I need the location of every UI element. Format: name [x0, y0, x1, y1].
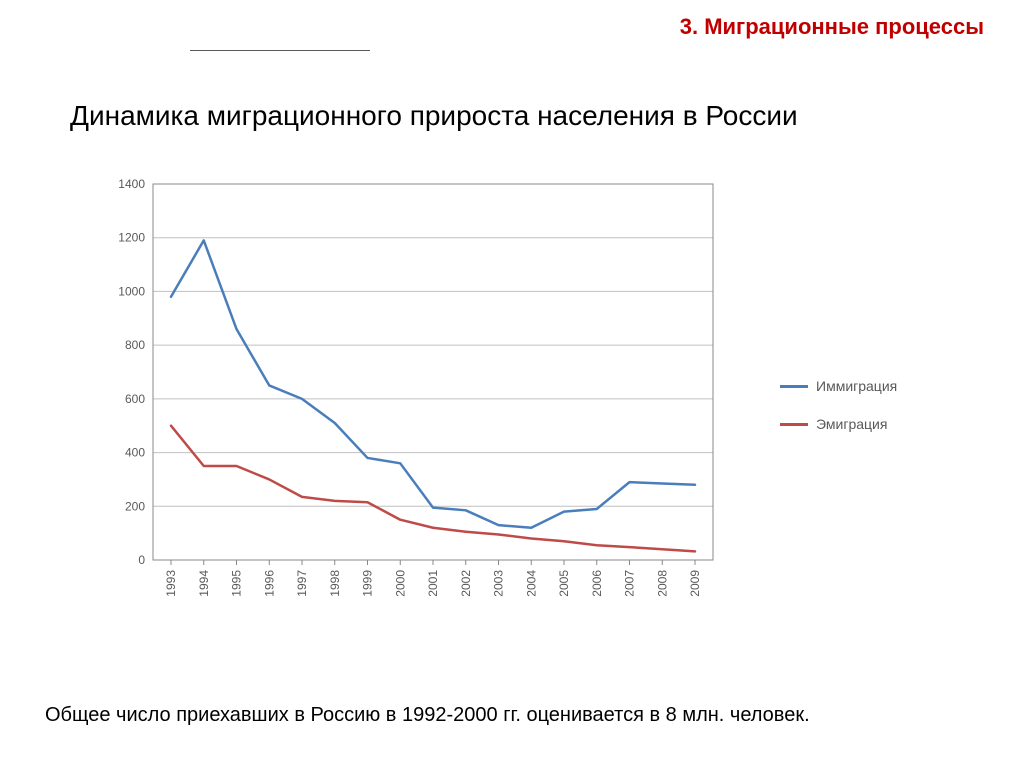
footnote: Общее число приехавших в Россию в 1992-2… [45, 704, 810, 727]
svg-text:1996: 1996 [262, 570, 276, 597]
svg-text:200: 200 [125, 499, 145, 513]
legend-label: Эмиграция [816, 416, 887, 432]
legend-swatch [780, 423, 808, 426]
svg-text:2009: 2009 [688, 570, 702, 597]
svg-text:2003: 2003 [492, 570, 506, 597]
svg-text:2004: 2004 [524, 570, 538, 597]
svg-text:2007: 2007 [623, 570, 637, 597]
svg-text:2006: 2006 [590, 570, 604, 597]
svg-text:2008: 2008 [655, 570, 669, 597]
chart-container: 0 200 400 600 800 1000 1200 1400 1993 1994 1995 199… [75, 170, 715, 635]
legend-label: Иммиграция [816, 378, 897, 394]
svg-text:0: 0 [138, 553, 145, 567]
svg-text:1400: 1400 [118, 177, 145, 191]
section-underline [190, 50, 370, 51]
chart-legend: Иммиграция Эмиграция [780, 378, 897, 454]
svg-text:800: 800 [125, 338, 145, 352]
svg-text:2001: 2001 [426, 570, 440, 597]
legend-swatch [780, 385, 808, 388]
svg-text:1999: 1999 [361, 570, 375, 597]
legend-item: Иммиграция [780, 378, 897, 394]
svg-text:2000: 2000 [393, 570, 407, 597]
svg-text:400: 400 [125, 446, 145, 460]
svg-text:2005: 2005 [557, 570, 571, 597]
line-chart: 0 200 400 600 800 1000 1200 1400 1993 1994 1995 199… [75, 170, 715, 630]
svg-text:1995: 1995 [230, 570, 244, 597]
svg-text:1994: 1994 [197, 570, 211, 597]
section-title: 3. Миграционные процессы [680, 14, 984, 40]
svg-text:1993: 1993 [164, 570, 178, 597]
svg-text:1997: 1997 [295, 570, 309, 597]
svg-text:1200: 1200 [118, 231, 145, 245]
svg-text:2002: 2002 [459, 570, 473, 597]
svg-text:600: 600 [125, 392, 145, 406]
legend-item: Эмиграция [780, 416, 897, 432]
svg-text:1998: 1998 [328, 570, 342, 597]
chart-title: Динамика миграционного прироста населени… [70, 100, 798, 132]
svg-text:1000: 1000 [118, 284, 145, 298]
